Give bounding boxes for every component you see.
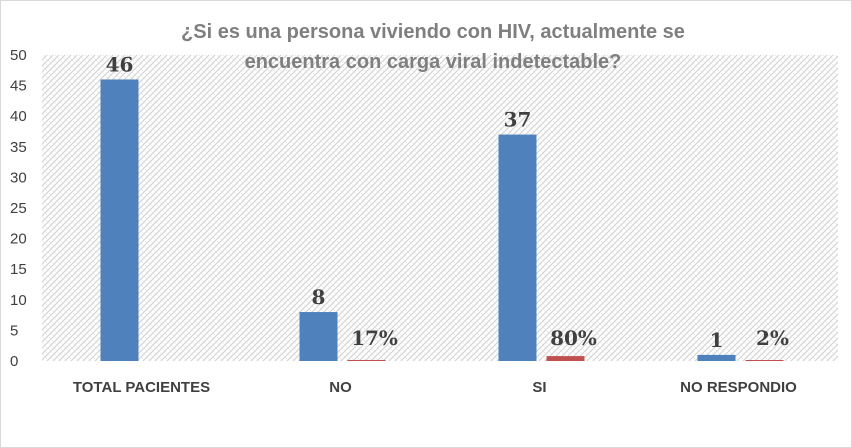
- y-tick-label: 35: [10, 139, 27, 156]
- y-tick-label: 20: [10, 231, 27, 248]
- bar-s1-no: [299, 312, 338, 361]
- data-labels: 46 8 17% 37 80% 1 2%: [106, 52, 789, 351]
- data-label: 37: [504, 108, 532, 132]
- data-label: 17%: [351, 326, 398, 350]
- x-axis: TOTAL PACIENTES NO SI NO RESPONDIO: [73, 379, 797, 396]
- y-tick-label: 5: [10, 322, 18, 339]
- bar-s1-total-pacientes: [100, 79, 139, 361]
- plot-area: [42, 55, 838, 361]
- data-label: 46: [106, 52, 134, 76]
- y-axis: 0 5 10 15 20 25 30 35 40 45 50: [10, 47, 27, 370]
- data-label: 8: [312, 285, 326, 309]
- y-tick-label: 0: [10, 353, 18, 370]
- y-tick-label: 50: [10, 47, 27, 64]
- chart-title-line-2: encuentra con carga viral indetectable?: [245, 51, 622, 73]
- category-label: SI: [532, 379, 546, 396]
- bar-s2-no: [347, 359, 386, 361]
- data-label: 80%: [550, 326, 597, 350]
- y-tick-label: 45: [10, 78, 27, 95]
- y-tick-label: 40: [10, 108, 27, 125]
- bar-s1-no-respondio: [697, 354, 736, 361]
- y-tick-label: 10: [10, 292, 27, 309]
- bar-s2-si: [546, 356, 585, 361]
- chart-title-line-1: ¿Si es una persona viviendo con HIV, act…: [181, 21, 685, 43]
- y-tick-label: 15: [10, 261, 27, 278]
- bar-s2-no-respondio: [745, 360, 784, 361]
- bars: [100, 79, 784, 361]
- category-label: NO: [329, 379, 352, 396]
- bar-s1-si: [498, 134, 537, 361]
- y-tick-label: 25: [10, 200, 27, 217]
- y-tick-label: 30: [10, 169, 27, 186]
- category-label: TOTAL PACIENTES: [73, 379, 210, 396]
- data-label: 1: [710, 328, 724, 352]
- category-label: NO RESPONDIO: [680, 379, 797, 396]
- data-label: 2%: [756, 326, 789, 350]
